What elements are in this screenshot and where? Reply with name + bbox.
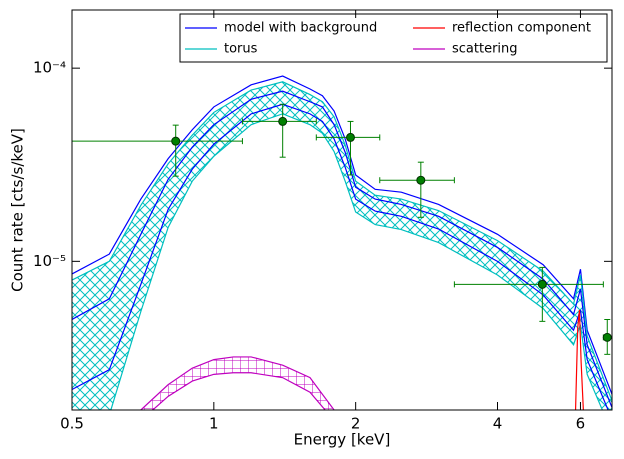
data-point	[278, 116, 288, 126]
data-point	[345, 132, 355, 142]
legend-label: torus	[224, 42, 258, 57]
series-line	[72, 103, 609, 410]
y-axis-label: Count rate [cts/s/keV]	[9, 128, 27, 292]
series-line	[574, 309, 584, 410]
series-line	[72, 90, 612, 408]
legend-label: scattering	[452, 42, 518, 57]
series-line	[72, 75, 612, 395]
x-axis-label: Energy [keV]	[294, 431, 391, 449]
data-point	[537, 279, 547, 289]
data-point	[416, 175, 426, 185]
legend-box	[179, 13, 608, 63]
legend-label: model with background	[224, 21, 377, 36]
hatched-band	[140, 356, 335, 410]
legend: model with background torus reflection com…	[179, 13, 608, 63]
x-tick-label: 1	[209, 415, 219, 433]
axes-frame	[71, 9, 613, 411]
series-line	[151, 372, 326, 410]
series-line	[140, 356, 335, 410]
legend-label: reflection component	[452, 21, 591, 36]
series-line	[72, 81, 612, 401]
y-tick-label: 10⁻⁴	[33, 59, 66, 77]
plot-area	[72, 75, 612, 410]
data-point	[602, 332, 612, 342]
y-tick-label: 10⁻⁵	[33, 252, 66, 270]
data-point	[171, 136, 181, 146]
x-tick-label: 4	[493, 415, 503, 433]
x-tick-label: 6	[576, 415, 586, 433]
x-tick-label: 2	[351, 415, 361, 433]
series-line	[110, 113, 604, 410]
x-tick-label: 0.5	[60, 415, 84, 433]
